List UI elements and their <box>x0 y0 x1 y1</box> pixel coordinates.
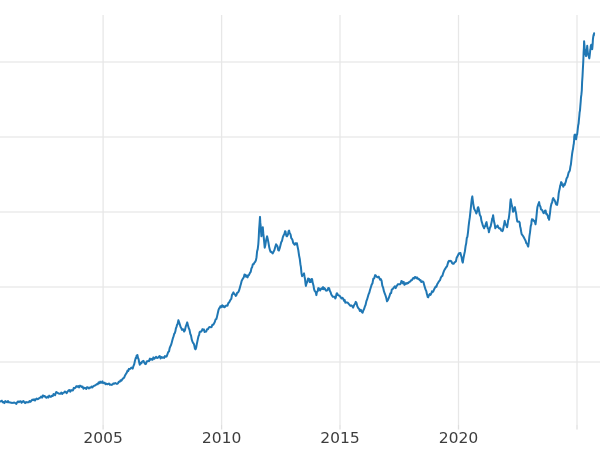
x-tick-label: 2020 <box>439 429 478 447</box>
price-line <box>0 32 596 405</box>
x-tick-label: 2015 <box>320 429 359 447</box>
x-tick-label: 2005 <box>83 429 122 447</box>
x-tick-label: 2010 <box>202 429 241 447</box>
